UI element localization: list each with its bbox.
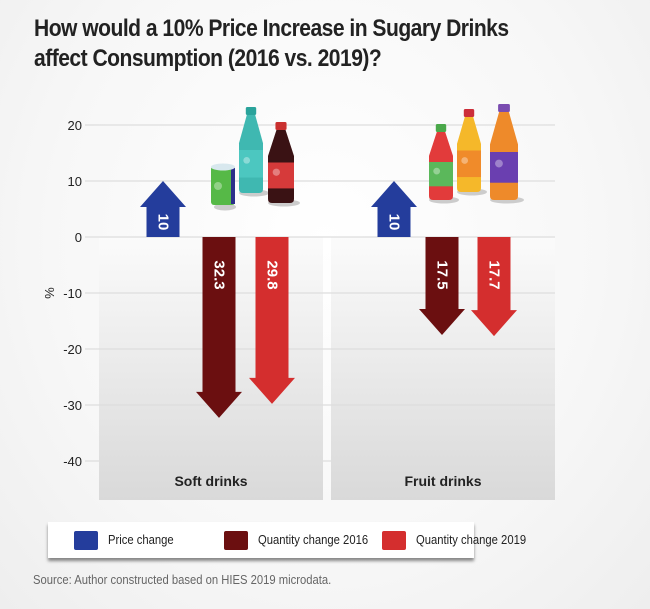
fruit-drinks-red-bottle <box>429 124 459 204</box>
chart-title-line-2: affect Consumption (2016 vs. 2019)? <box>34 45 382 72</box>
bottle-cap <box>463 109 475 117</box>
can-shadow <box>214 203 236 211</box>
can-highlight <box>214 182 222 190</box>
data-label-fruit-drinks-quantity-change-2019: 17.7 <box>486 260 503 289</box>
bottle-label <box>239 150 263 178</box>
chart-plot: 20 10 0 -10 -20 -30 -40 % 10 32.3 29.8 10 17.5 17.7… <box>42 104 555 500</box>
y-tick-label: -10 <box>63 286 82 301</box>
category-label-fruit-drinks: Fruit drinks <box>404 473 481 489</box>
can-top <box>211 163 235 171</box>
bottle-label <box>457 150 481 178</box>
legend-swatch-price-change <box>74 530 98 550</box>
legend-swatch-quantity-change-2019 <box>382 530 406 550</box>
bottle-label <box>429 162 453 187</box>
bottle-label <box>490 152 518 183</box>
arrow-bar-fruit-drinks-price-change <box>371 181 417 237</box>
arrow-bar-soft-drinks-quantity-change-2019 <box>249 237 295 404</box>
data-label-soft-drinks-price-change: 10 <box>155 214 172 231</box>
chart-title-line-1: How would a 10% Price Increase in Sugary… <box>34 15 509 42</box>
y-tick-label: 10 <box>68 174 82 189</box>
category-label-soft-drinks: Soft drinks <box>174 473 247 489</box>
y-tick-label: -40 <box>63 454 82 469</box>
y-tick-label: 20 <box>68 118 82 133</box>
legend: Price change Quantity change 2016 Quanti… <box>48 522 526 558</box>
bottle-cap <box>498 104 510 112</box>
legend-label: Quantity change 2016 <box>258 533 369 547</box>
legend-item-quantity-change-2019: Quantity change 2019 <box>382 530 538 550</box>
soft-drinks-cola-bottle <box>268 122 300 207</box>
data-label-fruit-drinks-price-change: 10 <box>386 214 403 231</box>
soft-drinks-can <box>211 163 236 211</box>
data-label-soft-drinks-quantity-change-2019: 29.8 <box>264 260 281 289</box>
bottle-highlight <box>272 168 280 176</box>
bottle-highlight <box>461 157 469 164</box>
arrow-bar-fruit-drinks-quantity-change-2019 <box>471 237 517 337</box>
bottle-cap <box>275 122 287 130</box>
bottle-cap <box>435 124 447 132</box>
y-axis-label: % <box>42 287 57 299</box>
source-note: Source: Author constructed based on HIES… <box>33 573 332 587</box>
arrow-bar-soft-drinks-quantity-change-2016 <box>196 237 242 418</box>
bottle-highlight <box>433 167 441 175</box>
legend-label: Price change <box>108 533 174 547</box>
legend-swatch-quantity-change-2016 <box>224 530 248 550</box>
fruit-drinks-yellow-bottle <box>457 109 487 196</box>
chart-title: How would a 10% Price Increase in Sugary… <box>34 14 550 74</box>
can-body <box>211 166 235 205</box>
y-tick-label: -20 <box>63 342 82 357</box>
soft-drinks-teal-bottle <box>239 107 269 197</box>
y-tick-label: 0 <box>75 230 82 245</box>
bottle-highlight <box>243 156 251 164</box>
arrow-bar-fruit-drinks-quantity-change-2016 <box>419 237 465 335</box>
legend-item-quantity-change-2016: Quantity change 2016 <box>224 530 380 550</box>
bottle-cap <box>245 107 257 115</box>
data-label-fruit-drinks-quantity-change-2016: 17.5 <box>434 260 451 289</box>
bottle-label <box>268 162 294 189</box>
legend-label: Quantity change 2019 <box>416 533 527 547</box>
data-label-soft-drinks-quantity-change-2016: 32.3 <box>211 260 228 289</box>
y-tick-label: -30 <box>63 398 82 413</box>
can-stripe <box>231 168 235 204</box>
legend-item-price-change: Price change <box>74 530 181 550</box>
fruit-drinks-orange-bottle <box>490 104 524 204</box>
arrow-bar-soft-drinks-price-change <box>140 181 186 237</box>
bottle-highlight <box>495 159 503 168</box>
